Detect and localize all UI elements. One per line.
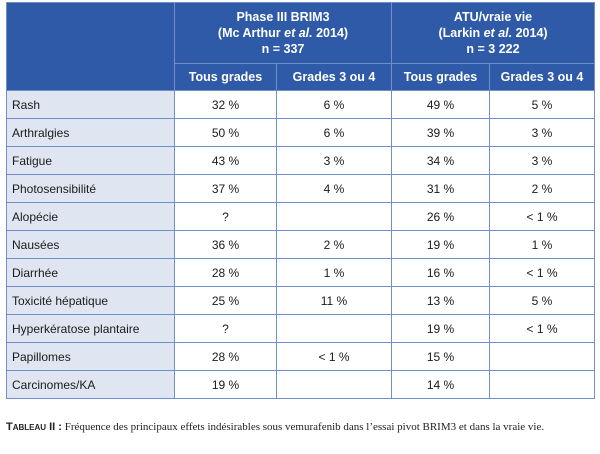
study-title: Phase III BRIM3 [236, 10, 330, 24]
table-cell: ? [174, 314, 277, 343]
row-label: Photosensibilité [6, 174, 175, 203]
row-label: Carcinomes/KA [6, 370, 175, 399]
study-title: ATU/vraie vie [453, 10, 533, 24]
study-n: n = 337 [261, 42, 305, 56]
table-cell: 28 % [174, 342, 277, 371]
table-cell: 3 % [488, 146, 596, 175]
table-row: Hyperkératose plantaire? 19 % < 1 % [6, 314, 596, 343]
table-row: Diarrhée 28 % 1 % 16 % < 1 % [6, 258, 596, 287]
study-header-brim3: Phase III BRIM3 (Mc Arthur et al. 2014) … [174, 2, 392, 64]
study-reference: (Larkin et al. 2014) [438, 26, 548, 40]
table-cell [488, 370, 596, 399]
table-cell: 19 % [174, 370, 277, 399]
table-cell: 36 % [174, 230, 277, 259]
table-row: Papillomes 28 % < 1 % 15 % [6, 342, 596, 371]
row-label: Toxicité hépatique [6, 286, 175, 315]
table-cell: 25 % [174, 286, 277, 315]
table-cell: < 1 % [488, 202, 596, 231]
table-row: Fatigue 43 % 3 % 34 % 3 % [6, 146, 596, 175]
row-label: Arthralgies [6, 118, 175, 147]
row-label: Hyperkératose plantaire [6, 314, 175, 343]
table-cell: 6 % [276, 90, 392, 119]
table-cell: < 1 % [276, 342, 392, 371]
study-header-row: Phase III BRIM3 (Mc Arthur et al. 2014) … [6, 2, 596, 91]
table-cell: 2 % [276, 230, 392, 259]
study-reference: (Mc Arthur et al. 2014) [217, 26, 349, 40]
row-label: Diarrhée [6, 258, 175, 287]
table-cell: 6 % [276, 118, 392, 147]
table-caption: Tableau II : Fréquence des principaux ef… [6, 420, 594, 434]
table-row: Photosensibilité 37 % 4 % 31 % 2 % [6, 174, 596, 203]
study-header-atu: ATU/vraie vie (Larkin et al. 2014) n = 3… [390, 2, 596, 64]
table-cell: 3 % [276, 146, 392, 175]
table-cell: 43 % [174, 146, 277, 175]
grade-header-row: Tous grades Grades 3 ou 4 Tous grades Gr… [7, 63, 596, 91]
table-row: Rash 32 % 6 % 49 % 5 % [6, 90, 596, 119]
table-cell: < 1 % [488, 258, 596, 287]
adverse-effects-table: Phase III BRIM3 (Mc Arthur et al. 2014) … [6, 2, 596, 399]
table-cell: 2 % [488, 174, 596, 203]
table-cell: 34 % [391, 146, 490, 175]
table-cell: 14 % [391, 370, 490, 399]
table-cell: < 1 % [488, 314, 596, 343]
table-cell: 28 % [174, 258, 277, 287]
table-row: Nausées 36 % 2 % 19 % 1 % [6, 230, 596, 259]
table-cell: 32 % [174, 90, 277, 119]
table-cell: ? [174, 202, 277, 231]
table-row: Arthralgies 50 % 6 % 39 % 3 % [6, 118, 596, 147]
table-cell: 39 % [391, 118, 490, 147]
table-cell: 19 % [391, 230, 490, 259]
grade-header: Grades 3 ou 4 [488, 63, 596, 91]
grade-header: Tous grades [174, 63, 277, 91]
row-label: Nausées [6, 230, 175, 259]
caption-text: Fréquence des principaux effets indésira… [61, 421, 545, 433]
table-cell [276, 370, 392, 399]
table-cell: 26 % [391, 202, 490, 231]
table-cell: 1 % [276, 258, 392, 287]
table-cell: 19 % [391, 314, 490, 343]
caption-label: Tableau II : [6, 421, 62, 433]
table-cell: 16 % [391, 258, 490, 287]
table-cell: 49 % [391, 90, 490, 119]
table-row: Alopécie? 26 % < 1 % [6, 202, 596, 231]
table-container: Phase III BRIM3 (Mc Arthur et al. 2014) … [6, 2, 596, 399]
table-row: Toxicité hépatique 25 % 11 % 13 % 5 % [6, 286, 596, 315]
table-cell: 11 % [276, 286, 392, 315]
table-cell: 3 % [488, 118, 596, 147]
study-n: n = 3 222 [466, 42, 520, 56]
table-cell [276, 202, 392, 231]
table-row: Carcinomes/KA 19 % 14 % [6, 370, 596, 399]
table-cell: 15 % [391, 342, 490, 371]
table-cell: 5 % [488, 90, 596, 119]
row-label: Alopécie [6, 202, 175, 231]
table-cell: 4 % [276, 174, 392, 203]
table-cell: 5 % [488, 286, 596, 315]
row-label: Rash [6, 90, 175, 119]
table-cell [276, 314, 392, 343]
table-cell: 31 % [391, 174, 490, 203]
row-label: Papillomes [6, 342, 175, 371]
row-label: Fatigue [6, 146, 175, 175]
table-cell: 37 % [174, 174, 277, 203]
grade-header: Grades 3 ou 4 [276, 63, 392, 91]
header-corner [6, 2, 175, 91]
grade-header: Tous grades [391, 63, 490, 91]
table-cell: 1 % [488, 230, 596, 259]
table-cell: 50 % [174, 118, 277, 147]
table-cell: 13 % [391, 286, 490, 315]
table-cell [488, 342, 596, 371]
